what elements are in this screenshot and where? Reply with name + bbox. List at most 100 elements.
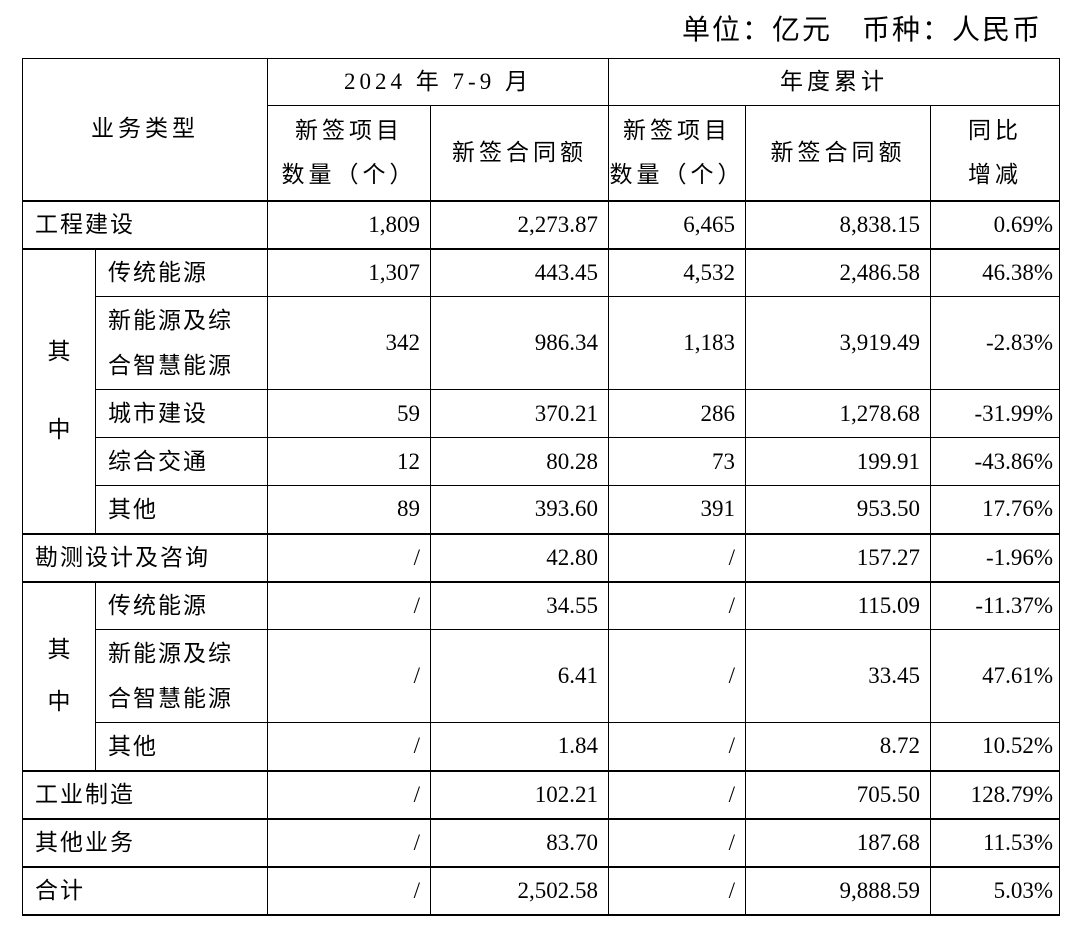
ytd-amount-cell: 199.91 bbox=[745, 437, 932, 486]
unit-currency-label: 单位：亿元 币种：人民币 bbox=[681, 15, 1042, 46]
yoy-cell: 10.52% bbox=[930, 722, 1061, 771]
q3-count-cell: / bbox=[267, 817, 431, 867]
header-row-groups: 业务类型 2024 年 7-9 月 年度累计 bbox=[22, 58, 1061, 201]
table-row-other-business: 其他业务 / 83.70 / 187.68 11.53% bbox=[22, 817, 1061, 867]
header-q3-new-projects-count: 新签项目 数量（个） bbox=[267, 105, 431, 201]
yoy-cell: -1.96% bbox=[930, 532, 1061, 582]
row-label: 工程建设 bbox=[22, 199, 268, 249]
yoy-cell: 17.76% bbox=[930, 485, 1061, 534]
table-row-sub-urban-construction: 城市建设 59 370.21 286 1,278.68 -31.99% bbox=[23, 389, 1061, 438]
yoy-cell: 11.53% bbox=[930, 817, 1061, 867]
table-row-total: 合计 / 2,502.58 / 9,888.59 5.03% bbox=[22, 865, 1061, 916]
q3-count-cell: 59 bbox=[267, 389, 431, 438]
yoy-cell: 128.79% bbox=[930, 769, 1061, 819]
table-row-sub2-others: 其他 / 1.84 / 8.72 10.52% bbox=[23, 722, 1061, 771]
table-row-sub2-new-energy: 新能源及综 合智慧能源 / 6.41 / 33.45 47.61% bbox=[23, 629, 1061, 723]
header-ytd-new-contract-amount: 新签合同额 bbox=[745, 105, 932, 201]
table-row-sub-integrated-transport: 综合交通 12 80.28 73 199.91 -43.86% bbox=[23, 437, 1061, 486]
q3-amount-cell: 2,502.58 bbox=[429, 865, 610, 916]
header-ytd-new-projects-count: 新签项目 数量（个） bbox=[608, 105, 747, 201]
header-row-columns: 新签项目 数量（个） 新签合同额 新签项目 数量（个） 新签合同额 同比 增减 bbox=[23, 105, 1061, 201]
ytd-amount-cell: 2,486.58 bbox=[745, 247, 932, 297]
yoy-cell: -43.86% bbox=[930, 437, 1061, 486]
q3-amount-cell: 443.45 bbox=[429, 247, 610, 297]
table-row-sub-others: 其他 89 393.60 391 953.50 17.76% bbox=[23, 485, 1061, 534]
q3-amount-cell: 102.21 bbox=[429, 769, 610, 819]
among-which-group-cell: 其中 bbox=[22, 247, 96, 534]
table-row-sub2-traditional-energy: 其中 传统能源 / 34.55 / 115.09 -11.37% bbox=[22, 580, 1061, 771]
row-label: 传统能源 bbox=[95, 580, 268, 630]
ytd-amount-cell: 33.45 bbox=[745, 629, 932, 723]
row-label: 新能源及综 合智慧能源 bbox=[95, 629, 268, 723]
ytd-count-cell: / bbox=[608, 629, 747, 723]
header-period-ytd: 年度累计 bbox=[608, 58, 1061, 106]
q3-count-cell: 12 bbox=[267, 437, 431, 486]
ytd-amount-cell: 8.72 bbox=[745, 722, 932, 771]
yoy-cell: -2.83% bbox=[930, 296, 1061, 390]
q3-count-cell: 89 bbox=[267, 485, 431, 534]
row-label: 新能源及综 合智慧能源 bbox=[95, 296, 268, 390]
row-label: 其他业务 bbox=[22, 817, 268, 867]
header-business-type: 业务类型 bbox=[22, 58, 268, 201]
table-row-industrial-manufacturing: 工业制造 / 102.21 / 705.50 128.79% bbox=[22, 769, 1061, 819]
row-label: 勘测设计及咨询 bbox=[22, 532, 268, 582]
q3-amount-cell: 83.70 bbox=[429, 817, 610, 867]
q3-amount-cell: 2,273.87 bbox=[429, 199, 610, 249]
ytd-count-cell: 73 bbox=[608, 437, 747, 486]
ytd-amount-cell: 157.27 bbox=[745, 532, 932, 582]
q3-amount-cell: 1.84 bbox=[429, 722, 610, 771]
q3-amount-cell: 42.80 bbox=[429, 532, 610, 582]
q3-amount-cell: 80.28 bbox=[429, 437, 610, 486]
among-which-label: 其中 bbox=[47, 339, 71, 442]
header-period-q3: 2024 年 7-9 月 bbox=[266, 58, 610, 106]
yoy-cell: -31.99% bbox=[930, 389, 1061, 438]
q3-count-cell: / bbox=[267, 580, 431, 630]
q3-count-cell: / bbox=[267, 865, 431, 916]
yoy-cell: 46.38% bbox=[930, 247, 1061, 297]
ytd-amount-cell: 187.68 bbox=[745, 817, 932, 867]
ytd-count-cell: / bbox=[608, 580, 747, 630]
ytd-amount-cell: 1,278.68 bbox=[745, 389, 932, 438]
header-yoy-change: 同比 增减 bbox=[930, 105, 1061, 201]
row-label: 合计 bbox=[22, 865, 268, 916]
table-row-sub-traditional-energy: 其中 传统能源 1,307 443.45 4,532 2,486.58 46.3… bbox=[22, 247, 1061, 534]
ytd-amount-cell: 8,838.15 bbox=[745, 199, 932, 249]
ytd-count-cell: / bbox=[608, 769, 747, 819]
q3-count-cell: / bbox=[267, 629, 431, 723]
ytd-amount-cell: 705.50 bbox=[745, 769, 932, 819]
ytd-count-cell: 4,532 bbox=[608, 247, 747, 297]
yoy-cell: 5.03% bbox=[930, 865, 1061, 916]
ytd-count-cell: / bbox=[608, 722, 747, 771]
ytd-amount-cell: 3,919.49 bbox=[745, 296, 932, 390]
ytd-count-cell: 6,465 bbox=[608, 199, 747, 249]
ytd-count-cell: 391 bbox=[608, 485, 747, 534]
q3-count-cell: / bbox=[267, 722, 431, 771]
among-which-group-cell: 其中 bbox=[22, 580, 96, 771]
row-label: 综合交通 bbox=[95, 437, 268, 486]
q3-amount-cell: 370.21 bbox=[429, 389, 610, 438]
ytd-count-cell: / bbox=[608, 817, 747, 867]
row-label: 工业制造 bbox=[22, 769, 268, 819]
ytd-count-cell: 286 bbox=[608, 389, 747, 438]
ytd-amount-cell: 953.50 bbox=[745, 485, 932, 534]
table-row-sub-new-energy: 新能源及综 合智慧能源 342 986.34 1,183 3,919.49 -2… bbox=[23, 296, 1061, 390]
q3-count-cell: 1,307 bbox=[267, 247, 431, 297]
ytd-amount-cell: 115.09 bbox=[745, 580, 932, 630]
ytd-count-cell: / bbox=[608, 865, 747, 916]
new-contracts-table: 业务类型 2024 年 7-9 月 年度累计 新签项目 数量（个） 新签合同额 … bbox=[22, 58, 1061, 916]
q3-count-cell: / bbox=[267, 532, 431, 582]
q3-amount-cell: 6.41 bbox=[429, 629, 610, 723]
table-row-engineering: 工程建设 1,809 2,273.87 6,465 8,838.15 0.69% bbox=[22, 199, 1061, 249]
q3-count-cell: / bbox=[267, 769, 431, 819]
row-label: 城市建设 bbox=[95, 389, 268, 438]
q3-count-cell: 342 bbox=[267, 296, 431, 390]
table-row-survey-design: 勘测设计及咨询 / 42.80 / 157.27 -1.96% bbox=[22, 532, 1061, 582]
among-which-label: 其中 bbox=[47, 637, 71, 714]
yoy-cell: -11.37% bbox=[930, 580, 1061, 630]
row-label: 其他 bbox=[95, 722, 268, 771]
q3-amount-cell: 986.34 bbox=[429, 296, 610, 390]
yoy-cell: 0.69% bbox=[930, 199, 1061, 249]
row-label: 传统能源 bbox=[95, 247, 268, 297]
q3-amount-cell: 34.55 bbox=[429, 580, 610, 630]
